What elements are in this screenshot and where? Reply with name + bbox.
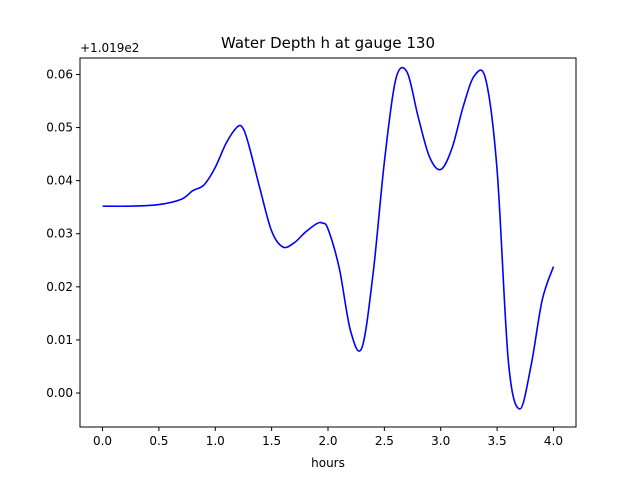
y-tick-label: 0.00 <box>46 386 73 400</box>
x-tick-label: 0.5 <box>149 434 168 448</box>
y-tick-label: 0.06 <box>46 67 73 81</box>
x-tick-label: 3.5 <box>488 434 507 448</box>
y-tick-label: 0.05 <box>46 121 73 135</box>
x-tick-label: 3.0 <box>431 434 450 448</box>
plot-frame <box>79 57 577 428</box>
x-tick-label: 4.0 <box>544 434 563 448</box>
x-tick-label: 1.0 <box>206 434 225 448</box>
x-tick-label: 2.0 <box>318 434 337 448</box>
x-axis-label: hours <box>311 456 345 470</box>
y-tick-label: 0.04 <box>46 174 73 188</box>
y-tick-label: 0.03 <box>46 227 73 241</box>
chart-title: Water Depth h at gauge 130 <box>221 34 435 52</box>
x-tick-label: 2.5 <box>375 434 394 448</box>
y-tick-label: 0.01 <box>46 333 73 347</box>
y-offset-label: +1.019e2 <box>80 41 139 55</box>
axis-ticks: 0.0 0.5 1.0 1.5 2.0 2.5 3.0 3.5 4.0 0.00 0.01 0.02 0… <box>46 67 563 448</box>
y-tick-label: 0.02 <box>46 280 73 294</box>
series-line <box>102 66 555 410</box>
x-tick-label: 0.0 <box>93 434 112 448</box>
series-group <box>102 66 555 410</box>
x-tick-label: 1.5 <box>262 434 281 448</box>
